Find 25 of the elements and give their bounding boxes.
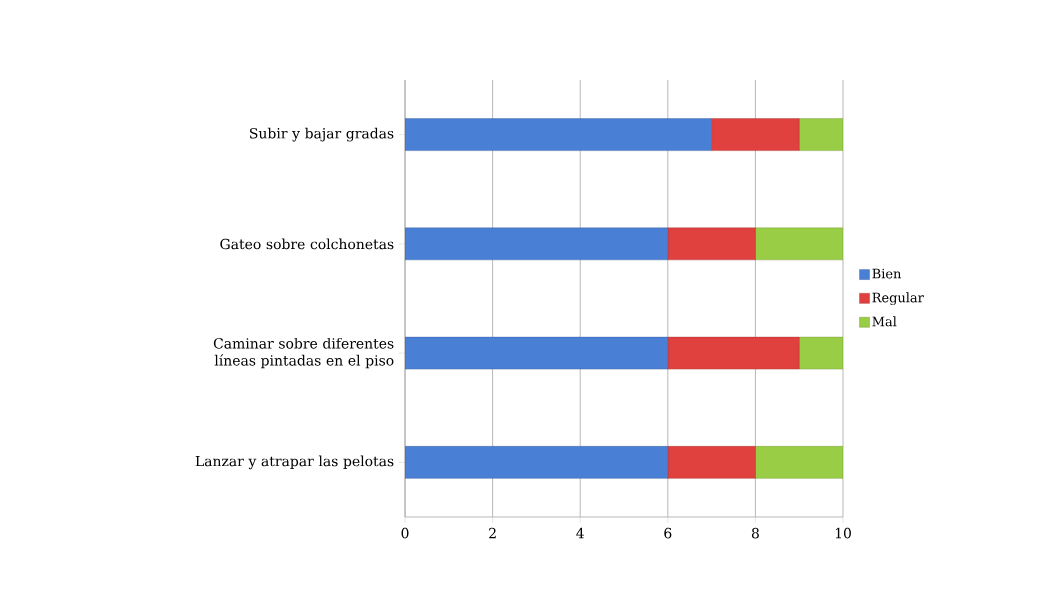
bar <box>667 446 756 479</box>
bar <box>755 227 844 261</box>
bar <box>405 446 669 479</box>
bar <box>799 336 844 370</box>
x-tick-label: 8 <box>751 527 759 539</box>
x-tick-label: 0 <box>401 527 409 539</box>
bar <box>799 118 844 151</box>
x-tick-label: 2 <box>489 527 496 539</box>
x-tick-label: 6 <box>664 527 672 539</box>
bar <box>405 227 669 261</box>
bar <box>405 336 669 370</box>
y-tick-label: Gateo sobre colchonetas <box>220 238 394 250</box>
legend-label: Mal <box>872 316 897 327</box>
bar <box>711 118 800 151</box>
y-tick-label: Lanzar y atrapar las pelotas <box>195 455 394 470</box>
x-tick-label: 4 <box>576 527 584 539</box>
bar <box>667 336 800 370</box>
x-tick-label: 10 <box>835 527 851 539</box>
legend-label: Regular <box>872 292 924 306</box>
y-tick-label: Subir y bajar gradas <box>250 127 394 142</box>
bar <box>755 446 844 479</box>
y-tick-label: Caminar sobre diferentes líneas pintadas en el piso <box>213 337 394 369</box>
legend-label: Bien <box>872 268 902 279</box>
bar <box>667 227 756 261</box>
bar <box>405 118 712 151</box>
